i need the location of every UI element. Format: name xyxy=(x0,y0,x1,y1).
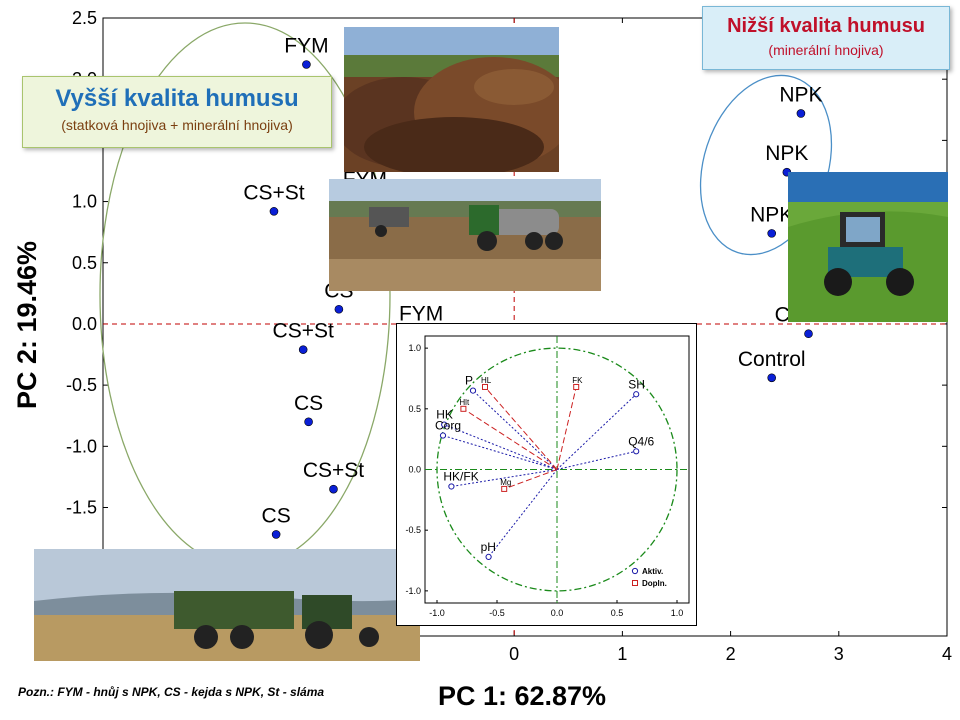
data-point xyxy=(302,60,311,69)
data-point xyxy=(796,109,806,118)
y-tick-label: -1.0 xyxy=(66,436,97,456)
inset-x-tick-label: -1.0 xyxy=(429,608,445,618)
supplementary-label: Hlt xyxy=(459,398,470,407)
x-tick-label: 1 xyxy=(617,644,627,664)
point-label: NPK xyxy=(765,142,808,165)
inset-x-tick-label: 0.5 xyxy=(611,608,624,618)
active-marker xyxy=(448,483,455,490)
supplementary-marker xyxy=(501,485,508,492)
high-humus-quality-title: Vyšší kvalita humusu xyxy=(55,85,299,112)
high-humus-quality-box: Vyšší kvalita humusu (statková hnojiva +… xyxy=(22,76,332,148)
active-vector xyxy=(556,450,637,470)
x-tick-label: 2 xyxy=(726,644,736,664)
data-point xyxy=(334,304,344,314)
point-label: FYM xyxy=(399,303,443,326)
inset-y-tick-label: 0.5 xyxy=(408,404,421,414)
active-vector xyxy=(444,424,558,470)
active-label: SH xyxy=(628,377,645,391)
footnote: Pozn.: FYM - hnůj s NPK, CS - kejda s NP… xyxy=(18,685,325,699)
legend-supplementary-marker xyxy=(632,580,638,586)
active-label: HK/FK xyxy=(443,469,478,483)
active-marker xyxy=(633,448,640,455)
point-label: Control xyxy=(738,348,806,371)
y-tick-label: 0.5 xyxy=(72,253,97,273)
manure-spreader-photo xyxy=(34,549,420,661)
inset-y-tick-label: 0.0 xyxy=(408,465,421,475)
data-point xyxy=(767,229,777,238)
y-tick-label: 1.0 xyxy=(72,192,97,212)
data-point xyxy=(304,417,313,427)
supplementary-marker xyxy=(482,383,488,390)
tractor-fertilizer-spreader-photo xyxy=(788,172,948,322)
y-axis-title: PC 2: 19.46% xyxy=(12,241,42,409)
inset-x-tick-label: 0.0 xyxy=(551,608,564,618)
supplementary-label: HL xyxy=(481,376,492,385)
point-label: CS+St xyxy=(273,320,334,343)
point-label: NPK xyxy=(779,83,822,106)
legend-active-marker xyxy=(631,567,639,575)
active-marker xyxy=(485,553,492,560)
active-vector xyxy=(451,469,558,487)
active-label: Corg xyxy=(435,419,461,433)
active-label: HK xyxy=(436,408,453,422)
plot-frame xyxy=(102,17,948,637)
point-label: CS+St xyxy=(243,181,304,204)
active-label: pH xyxy=(481,540,496,554)
y-tick-label: -1.5 xyxy=(66,498,97,518)
active-label: P xyxy=(465,374,473,388)
supplementary-vector xyxy=(556,386,577,470)
supplementary-vector xyxy=(463,408,558,470)
legend-active-label: Aktiv. xyxy=(642,567,663,576)
inset-y-tick-label: -0.5 xyxy=(405,525,421,535)
data-point xyxy=(269,207,279,216)
supplementary-marker xyxy=(573,383,580,390)
point-label: CS xyxy=(262,504,291,527)
inset-y-tick-label: 1.0 xyxy=(408,343,421,353)
y-tick-label: 0.0 xyxy=(72,314,97,334)
high-humus-quality-subtitle: (statková hnojiva + minerální hnojiva) xyxy=(61,117,293,133)
low-humus-quality-box: Nižší kvalita humusu (minerální hnojiva) xyxy=(702,6,950,70)
point-label: FYM xyxy=(284,35,328,58)
y-tick-label: -0.5 xyxy=(66,375,97,395)
supplementary-label: FK xyxy=(572,376,583,385)
legend-supplementary-label: Dopln. xyxy=(642,579,667,588)
point-label: CS xyxy=(294,392,323,415)
inset-unit-circle xyxy=(436,347,678,592)
active-marker xyxy=(441,421,448,428)
active-marker xyxy=(633,391,640,398)
active-marker xyxy=(469,387,477,394)
active-vector xyxy=(488,469,558,558)
low-humus-quality-subtitle: (minerální hnojiva) xyxy=(768,42,884,58)
active-marker xyxy=(439,432,447,439)
point-label: NPK xyxy=(750,203,793,226)
inset-x-tick-label: -0.5 xyxy=(489,608,505,618)
active-label: Q4/6 xyxy=(628,434,654,448)
supplementary-label: Mg xyxy=(500,478,511,487)
supplementary-vector xyxy=(504,469,558,490)
supplementary-vector xyxy=(484,386,558,470)
x-axis-title: PC 1: 62.87% xyxy=(438,681,606,711)
data-point xyxy=(804,329,813,339)
x-tick-label: 3 xyxy=(834,644,844,664)
inset-x-tick-label: 1.0 xyxy=(671,608,684,618)
y-tick-label: 2.5 xyxy=(72,8,97,28)
supplementary-marker xyxy=(460,405,467,412)
data-point xyxy=(767,373,777,383)
data-point xyxy=(298,345,308,354)
tractor-slurry-tanker-photo xyxy=(329,179,601,291)
x-tick-label: 0 xyxy=(509,644,519,664)
data-point xyxy=(271,530,281,539)
active-vector xyxy=(472,390,558,470)
x-tick-label: 4 xyxy=(942,644,952,664)
manure-heap-photo xyxy=(344,27,559,172)
data-point xyxy=(329,484,338,494)
point-label: CS+St xyxy=(303,459,364,482)
low-humus-quality-title: Nižší kvalita humusu xyxy=(727,15,925,37)
loadings-inset-chart: -1.0 -1.0 -0.5 -0.5 0.0 0.0 0.5 0.5 1.0 1.0 P SH HK Q… xyxy=(396,323,697,626)
inset-y-tick-label: -1.0 xyxy=(405,586,421,596)
